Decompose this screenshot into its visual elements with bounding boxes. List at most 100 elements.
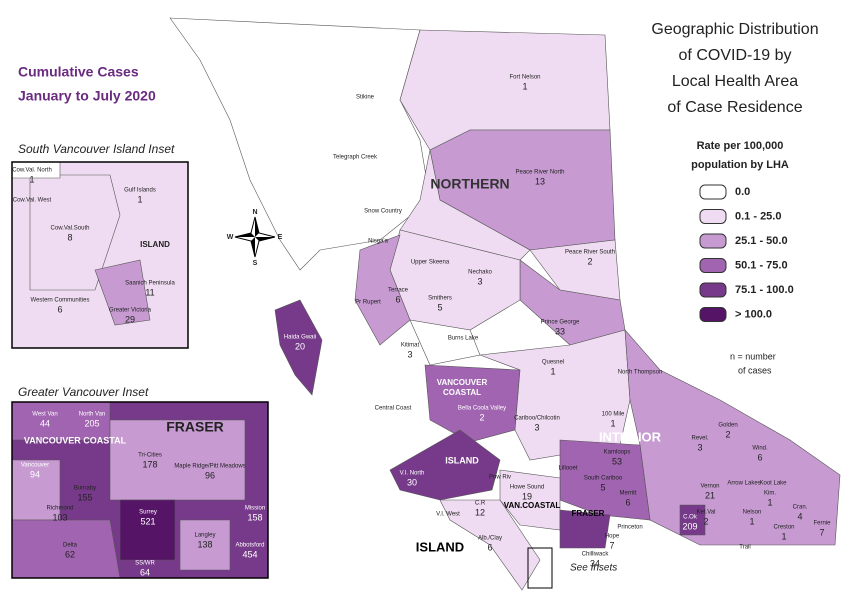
area-cases: 53 bbox=[612, 456, 622, 466]
area-name: Kim. bbox=[764, 491, 776, 497]
area-cases: 3 bbox=[477, 276, 482, 286]
legend-label: 25.1 - 50.0 bbox=[735, 235, 788, 247]
region-label: VAN.COASTAL bbox=[504, 501, 561, 510]
see-insets: See Insets bbox=[570, 563, 617, 574]
legend-label: > 100.0 bbox=[735, 308, 772, 320]
region-label: FRASER bbox=[572, 509, 605, 518]
area-name: Princeton bbox=[617, 525, 642, 531]
area-cases: 155 bbox=[77, 492, 92, 502]
area-name: Kamloops bbox=[604, 450, 631, 456]
area-name: Cow.Val. North bbox=[12, 168, 52, 174]
area-name: Wind. bbox=[752, 446, 768, 452]
area-cases: 6 bbox=[625, 497, 630, 507]
inset-marker bbox=[527, 547, 553, 589]
area-name: Gulf Islands bbox=[124, 188, 156, 194]
area-name: West Van bbox=[32, 412, 57, 418]
area-name: Trail bbox=[739, 545, 750, 551]
area-cases: 138 bbox=[197, 539, 212, 549]
area-shape bbox=[179, 519, 231, 571]
legend-swatch bbox=[699, 307, 727, 322]
area-cases: 34 bbox=[590, 558, 600, 568]
area-shape bbox=[119, 499, 176, 561]
area-name: Quesnel bbox=[542, 360, 564, 366]
area-name: Revel. bbox=[691, 436, 708, 442]
legend-title: population by LHA bbox=[691, 159, 789, 171]
area-name: Cow.Val. West bbox=[13, 198, 52, 204]
area-cases: 64 bbox=[140, 567, 150, 577]
legend-label: 75.1 - 100.0 bbox=[735, 284, 794, 296]
area-name: Cran. bbox=[793, 505, 808, 511]
region-label: VANCOUVER bbox=[437, 378, 488, 387]
area-name: Peace River South bbox=[565, 250, 615, 256]
area-name: Kitimat bbox=[401, 343, 420, 349]
area-name: Snow Country bbox=[364, 209, 402, 215]
note: of cases bbox=[738, 365, 772, 375]
area-shape bbox=[559, 509, 611, 549]
area-name: C.R bbox=[475, 501, 486, 507]
area-shape bbox=[94, 259, 151, 326]
area-name: Smithers bbox=[428, 296, 452, 302]
area-cases: 454 bbox=[242, 549, 257, 559]
inset-title: Greater Vancouver Inset bbox=[18, 385, 149, 399]
area-cases: 205 bbox=[84, 418, 99, 428]
area-cases: 11 bbox=[145, 287, 154, 297]
area-cases: 4 bbox=[797, 511, 802, 521]
area-name: Bella Coola Valley bbox=[458, 406, 506, 412]
area-name: Pr Rupert bbox=[355, 300, 381, 306]
area-cases: 1 bbox=[749, 516, 754, 526]
compass-w: W bbox=[227, 234, 234, 241]
area-shape bbox=[624, 329, 841, 546]
area-cases: 3 bbox=[697, 442, 702, 452]
area-cases: 1 bbox=[137, 194, 142, 204]
area-shape bbox=[169, 17, 431, 271]
area-cases: 21 bbox=[705, 490, 715, 500]
area-shape bbox=[109, 419, 246, 501]
area-cases: 521 bbox=[140, 516, 155, 526]
compass: N E S W bbox=[227, 209, 283, 267]
inset-title: South Vancouver Island Inset bbox=[18, 142, 175, 156]
legend-label: 50.1 - 75.0 bbox=[735, 259, 788, 271]
area-cases: 5 bbox=[600, 482, 605, 492]
region-label: COASTAL bbox=[443, 388, 481, 397]
area-cases: 33 bbox=[555, 326, 565, 336]
area-cases: 29 bbox=[125, 314, 135, 324]
title-line: Geographic Distribution bbox=[651, 21, 818, 38]
area-name: Burns Lake bbox=[448, 336, 479, 342]
area-name: North Van bbox=[79, 412, 106, 418]
area-name: Golden bbox=[718, 423, 737, 429]
area-cases: 3 bbox=[407, 349, 412, 359]
area-cases: 2 bbox=[587, 256, 592, 266]
area-cases: 2 bbox=[703, 516, 708, 526]
area-name: Ket.Val bbox=[697, 510, 716, 516]
area-cases: 5 bbox=[437, 302, 442, 312]
inset-frame bbox=[11, 401, 269, 579]
area-cases: 178 bbox=[142, 459, 157, 469]
legend-swatch bbox=[699, 282, 727, 298]
area-name: Fernie bbox=[813, 521, 831, 527]
area-name: Chilliwack bbox=[582, 552, 610, 558]
area-cases: 96 bbox=[205, 470, 215, 480]
area-shape bbox=[29, 174, 121, 291]
area-name: Nelson bbox=[743, 510, 762, 516]
area-cases: 94 bbox=[30, 469, 40, 479]
area-name: Nisga'a bbox=[368, 239, 388, 245]
area-cases: 209 bbox=[682, 521, 697, 531]
region-label: INTERIOR bbox=[599, 429, 662, 444]
area-cases: 7 bbox=[609, 540, 614, 550]
compass-n: N bbox=[252, 209, 257, 216]
area-name: North Thompson bbox=[618, 370, 663, 376]
area-name: Fort Nelson bbox=[509, 75, 540, 81]
area-name: Saanich Peninsula bbox=[125, 281, 175, 287]
area-cases: 3 bbox=[534, 422, 539, 432]
area-shape bbox=[499, 469, 561, 531]
area-name: Delta bbox=[63, 543, 78, 549]
area-cases: 1 bbox=[550, 366, 555, 376]
area-cases: 7 bbox=[819, 527, 824, 537]
area-cases: 2 bbox=[725, 429, 730, 439]
title-line: of Case Residence bbox=[667, 99, 802, 116]
area-name: SS/WR bbox=[135, 561, 155, 567]
area-cases: 12 bbox=[475, 507, 485, 517]
area-name: Burnaby bbox=[74, 486, 96, 492]
note: n = number bbox=[730, 351, 776, 361]
